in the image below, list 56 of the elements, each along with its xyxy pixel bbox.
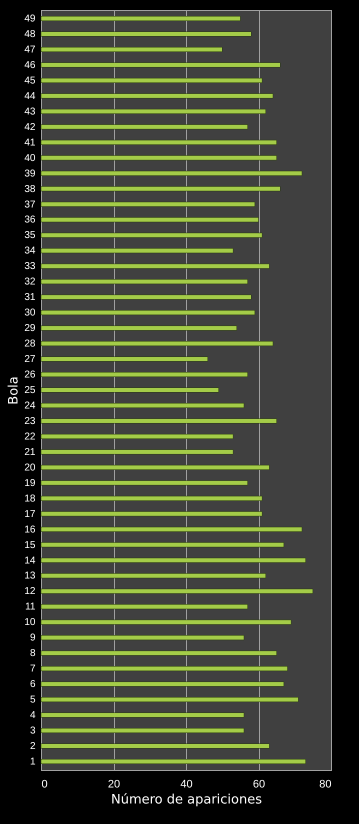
y-tick-label: 39 <box>24 168 36 180</box>
y-tick-label: 35 <box>24 230 36 242</box>
y-tick-label: 3 <box>30 726 36 737</box>
y-tick-label: 13 <box>24 570 36 582</box>
y-tick-label: 10 <box>24 617 36 628</box>
y-tick-label: 21 <box>24 446 36 458</box>
x-tick-label: 0 <box>42 778 48 790</box>
y-tick-label: 41 <box>24 137 36 148</box>
y-tick-label: 14 <box>24 555 36 566</box>
y-tick-label: 18 <box>24 493 36 504</box>
y-tick-label: 25 <box>24 385 36 396</box>
y-tick-label: 32 <box>24 276 36 288</box>
y-tick-label: 33 <box>24 261 36 272</box>
y-tick-label: 11 <box>25 602 36 613</box>
y-tick-label: 26 <box>24 370 36 381</box>
x-tick-label: 80 <box>319 778 332 790</box>
y-tick-label: 7 <box>30 664 36 675</box>
y-tick-label: 8 <box>30 648 36 660</box>
y-tick-label: 38 <box>24 184 36 195</box>
y-axis-title: Bola <box>6 376 22 405</box>
y-tick-label: 19 <box>24 478 36 489</box>
y-tick-label: 40 <box>24 152 36 164</box>
y-tick-label: 34 <box>24 246 36 257</box>
y-tick-label: 17 <box>24 508 36 520</box>
y-tick-label: 15 <box>24 540 36 551</box>
y-tick-label: 30 <box>24 308 36 319</box>
y-tick-label: 4 <box>30 710 36 722</box>
y-tick-label: 20 <box>24 462 36 474</box>
x-tick-label: 40 <box>180 778 193 790</box>
y-tick-label: 37 <box>24 199 36 210</box>
y-tick-label: 45 <box>24 75 36 86</box>
y-tick-label: 47 <box>24 44 36 56</box>
y-tick-label: 42 <box>24 122 36 133</box>
y-tick-label: 49 <box>24 14 36 25</box>
y-tick-label: 5 <box>30 694 36 706</box>
y-tick-label: 9 <box>30 632 36 644</box>
y-tick-label: 31 <box>24 292 36 304</box>
y-tick-label: 48 <box>24 28 36 40</box>
y-tick-label: 23 <box>24 416 36 427</box>
y-tick-label: 16 <box>24 524 36 536</box>
y-tick-label: 1 <box>30 756 36 768</box>
x-tick-label: 60 <box>252 778 266 790</box>
y-tick-label: 44 <box>24 90 36 102</box>
y-tick-label: 6 <box>30 679 36 690</box>
y-tick-label: 43 <box>24 106 36 118</box>
y-tick-label: 22 <box>24 431 36 442</box>
x-axis-title: Número de apariciones <box>110 792 262 808</box>
y-tick-label: 24 <box>24 400 36 412</box>
y-tick-label: 36 <box>24 214 36 226</box>
y-tick-label: 29 <box>24 323 36 334</box>
y-tick-label: 2 <box>30 741 36 752</box>
y-tick-label: 46 <box>24 60 36 71</box>
y-tick-label: 12 <box>24 586 36 598</box>
y-tick-label: 28 <box>24 338 36 350</box>
y-tick-label: 27 <box>24 354 36 366</box>
x-tick-label: 20 <box>108 778 120 790</box>
